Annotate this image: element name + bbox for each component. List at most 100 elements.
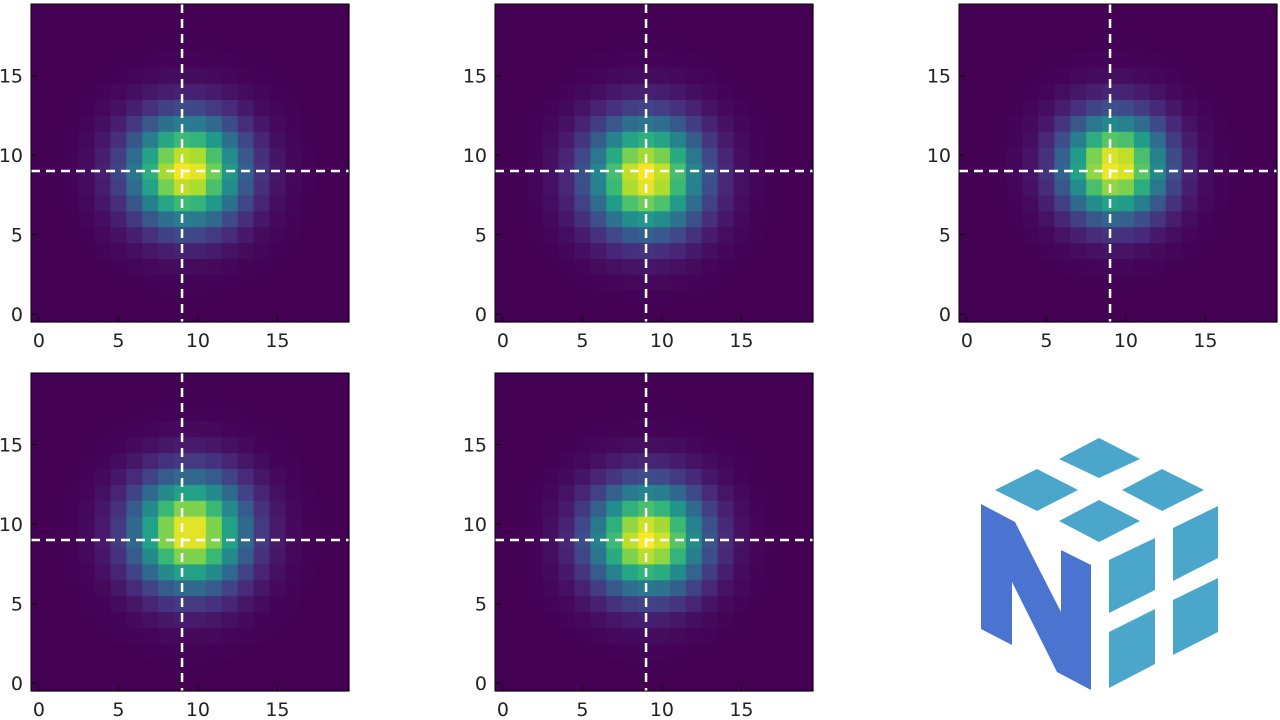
heatmap-cell bbox=[142, 579, 159, 597]
heatmap-cell bbox=[317, 547, 334, 565]
heatmap-cell bbox=[1070, 290, 1087, 307]
heatmap-cell bbox=[1261, 19, 1278, 37]
heatmap-cell bbox=[78, 404, 96, 422]
logo-right-tile bbox=[1109, 538, 1155, 613]
heatmap-cell bbox=[221, 579, 239, 597]
heatmap-cell bbox=[558, 306, 576, 323]
heatmap-cell bbox=[158, 19, 175, 37]
heatmap-cell bbox=[1197, 242, 1214, 259]
heatmap-cell bbox=[685, 420, 703, 438]
heatmap-cell bbox=[558, 274, 576, 291]
heatmap-cell bbox=[685, 242, 703, 259]
heatmap-cell bbox=[221, 258, 239, 275]
heatmap-cell bbox=[638, 19, 655, 37]
heatmap-cell bbox=[126, 178, 143, 196]
heatmap-cell bbox=[333, 274, 350, 291]
heatmap-cell bbox=[638, 83, 655, 100]
heatmap-cell bbox=[126, 627, 143, 644]
heatmap-cell bbox=[269, 500, 286, 517]
heatmap-cell bbox=[221, 500, 239, 517]
heatmap-cell bbox=[1245, 147, 1262, 164]
heatmap-cell bbox=[669, 675, 687, 692]
heatmap-cell bbox=[558, 643, 576, 660]
heatmap-cell bbox=[606, 290, 623, 307]
heatmap-cell bbox=[333, 131, 350, 148]
heatmap-cell bbox=[158, 35, 175, 53]
heatmap-cell bbox=[285, 595, 302, 613]
heatmap-cell bbox=[205, 420, 223, 438]
heatmap-cell bbox=[510, 226, 528, 244]
heatmap-cell bbox=[622, 563, 639, 581]
heatmap-cell bbox=[797, 579, 814, 597]
heatmap-cell bbox=[701, 611, 719, 628]
heatmap-cell bbox=[1261, 99, 1278, 116]
heatmap-cell bbox=[701, 627, 719, 644]
heatmap-cell bbox=[542, 579, 560, 597]
heatmap-cell bbox=[269, 178, 286, 196]
heatmap-cell bbox=[654, 35, 671, 53]
heatmap-cell bbox=[622, 516, 639, 533]
heatmap-cell bbox=[142, 83, 159, 100]
heatmap-cell bbox=[717, 83, 735, 100]
heatmap-cell bbox=[1038, 115, 1055, 132]
heatmap-cell bbox=[1261, 4, 1278, 21]
heatmap-cell bbox=[526, 258, 544, 275]
heatmap-cell bbox=[174, 99, 191, 116]
heatmap-cell bbox=[685, 468, 703, 485]
heatmap-cell bbox=[558, 19, 576, 37]
heatmap-cell bbox=[333, 404, 350, 422]
heatmap-cell bbox=[510, 274, 528, 291]
heatmap-cell bbox=[221, 51, 239, 69]
heatmap-cell bbox=[62, 388, 80, 406]
heatmap-cell bbox=[126, 516, 143, 533]
heatmap-cell bbox=[990, 242, 1008, 259]
heatmap-cell bbox=[78, 35, 96, 53]
heatmap-cell bbox=[253, 659, 271, 676]
heatmap-cell bbox=[654, 178, 671, 196]
heatmap-cell bbox=[495, 468, 512, 485]
heatmap-cell bbox=[510, 516, 528, 533]
heatmap-cell bbox=[269, 611, 286, 628]
heatmap-cell bbox=[221, 306, 239, 323]
heatmap-cell bbox=[110, 147, 127, 164]
heatmap-cell bbox=[1086, 51, 1103, 69]
heatmap-cell bbox=[495, 595, 512, 613]
heatmap-cell bbox=[1006, 147, 1024, 164]
heatmap-cell bbox=[46, 131, 64, 148]
heatmap-cell bbox=[1229, 51, 1246, 69]
heatmap-cell bbox=[526, 4, 544, 21]
heatmap-cell bbox=[781, 659, 798, 676]
heatmap-cell bbox=[1006, 4, 1024, 21]
heatmap-cell bbox=[1038, 178, 1055, 196]
heatmap-cell bbox=[1118, 131, 1135, 148]
heatmap-cell bbox=[542, 468, 560, 485]
heatmap-cell bbox=[749, 178, 766, 196]
heatmap-cell bbox=[765, 484, 782, 501]
heatmap-cell bbox=[974, 194, 992, 212]
heatmap-cell bbox=[1102, 290, 1119, 307]
heatmap-cell bbox=[765, 595, 782, 613]
heatmap-cell bbox=[781, 373, 798, 390]
heatmap-cell bbox=[205, 83, 223, 100]
heatmap-cell bbox=[31, 579, 48, 597]
heatmap-cell bbox=[62, 675, 80, 692]
heatmap-cell bbox=[590, 147, 607, 164]
heatmap-cell bbox=[685, 643, 703, 660]
heatmap-cell bbox=[31, 290, 48, 307]
heatmap-cell bbox=[269, 290, 286, 307]
heatmap-cell bbox=[622, 627, 639, 644]
heatmap-cell bbox=[606, 420, 623, 438]
heatmap-cell bbox=[1118, 51, 1135, 69]
heatmap-cell bbox=[1149, 51, 1167, 69]
heatmap-cell bbox=[94, 194, 112, 212]
heatmap-cell bbox=[190, 83, 207, 100]
heatmap-cell bbox=[685, 147, 703, 164]
heatmap-cell bbox=[221, 627, 239, 644]
heatmap-cell bbox=[797, 115, 814, 132]
heatmap-cell bbox=[142, 420, 159, 438]
heatmap-cell bbox=[237, 484, 255, 501]
heatmap-cell bbox=[606, 532, 623, 549]
heatmap-cell bbox=[685, 4, 703, 21]
heatmap-cell bbox=[574, 226, 591, 244]
heatmap-cell bbox=[94, 373, 112, 390]
